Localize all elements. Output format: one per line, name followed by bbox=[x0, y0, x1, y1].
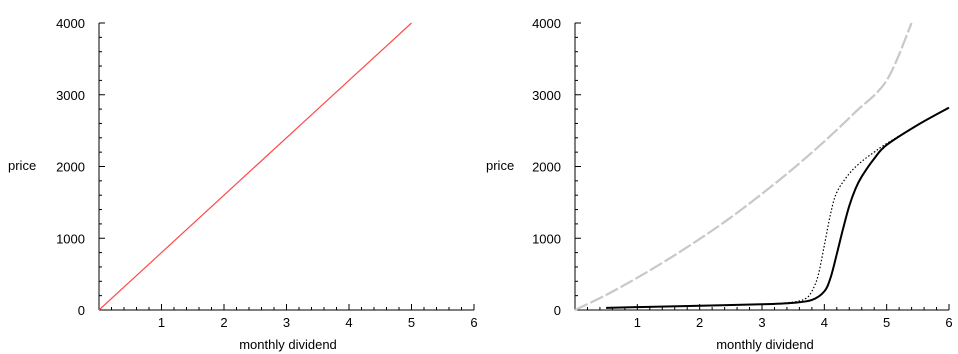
right-series-dotted-line bbox=[606, 107, 950, 309]
left-x-tick-label: 1 bbox=[158, 315, 165, 330]
right-y-tick-label: 3000 bbox=[532, 88, 561, 103]
left-chart: price monthly dividend 1 2 3 4 5 6 0 1000 2000 30… bbox=[8, 16, 478, 352]
left-x-tick-label: 4 bbox=[345, 315, 352, 330]
left-series-solid-line bbox=[98, 22, 412, 311]
right-y-axis-label: price bbox=[486, 158, 514, 173]
left-y-tick-label: 3000 bbox=[56, 88, 85, 103]
left-y-tick-label: 1000 bbox=[56, 231, 85, 246]
right-y-tick-label: 0 bbox=[554, 303, 561, 318]
left-x-axis-label: monthly dividend bbox=[239, 337, 337, 352]
right-x-tick-label: 3 bbox=[758, 315, 765, 330]
right-series-dashed-line bbox=[574, 22, 913, 311]
left-y-tick-label: 0 bbox=[78, 303, 85, 318]
left-x-tick-label: 6 bbox=[470, 315, 477, 330]
right-y-tick-label: 4000 bbox=[532, 16, 561, 31]
left-x-tick-label: 3 bbox=[283, 315, 290, 330]
right-series-solid-line bbox=[606, 106, 950, 309]
right-y-tick-label: 2000 bbox=[532, 160, 561, 175]
left-y-tick-label: 2000 bbox=[56, 160, 85, 175]
right-y-tick-label: 1000 bbox=[532, 231, 561, 246]
right-x-axis-label: monthly dividend bbox=[716, 337, 814, 352]
left-y-axis-label: price bbox=[8, 158, 36, 173]
left-y-tick-label: 4000 bbox=[56, 16, 85, 31]
right-x-tick-label: 6 bbox=[945, 315, 952, 330]
right-x-tick-label: 1 bbox=[634, 315, 641, 330]
right-x-tick-label: 4 bbox=[821, 315, 828, 330]
right-chart: price monthly dividend 1 2 3 4 5 6 0 1000 2000 30… bbox=[486, 16, 953, 352]
right-x-tick-label: 2 bbox=[696, 315, 703, 330]
right-x-tick-label: 5 bbox=[883, 315, 890, 330]
left-x-tick-label: 5 bbox=[408, 315, 415, 330]
left-x-tick-label: 2 bbox=[220, 315, 227, 330]
